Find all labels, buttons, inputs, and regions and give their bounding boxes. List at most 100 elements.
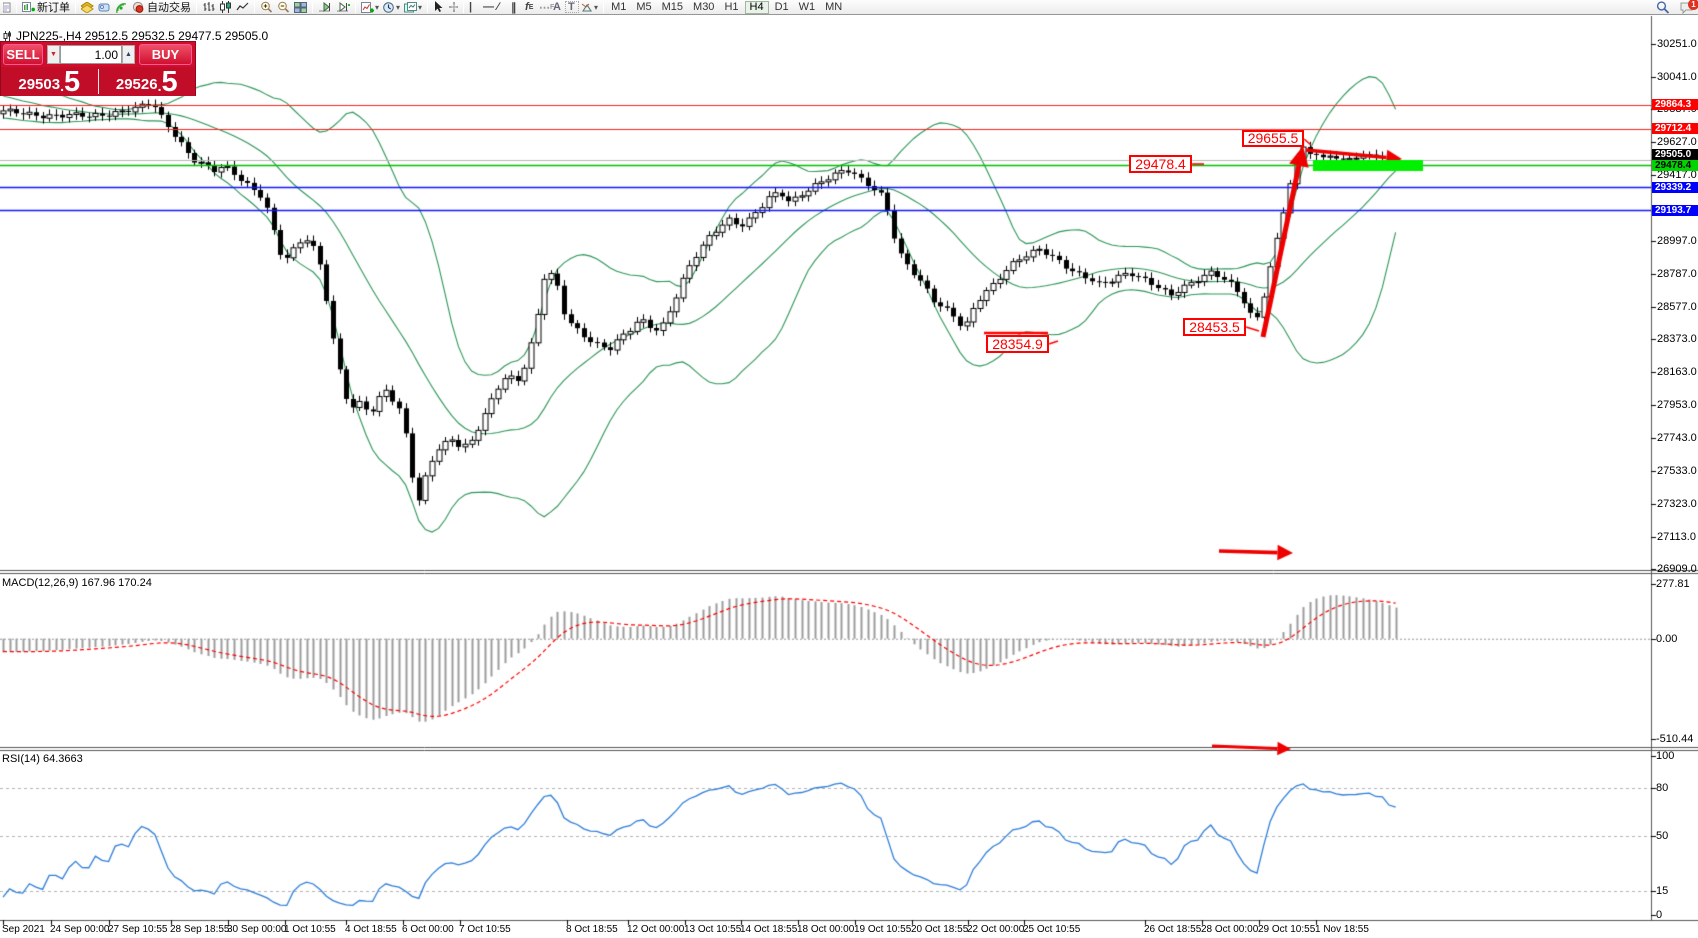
shapes-tool-button[interactable]: ▾: [579, 0, 600, 14]
date-axis-label: 1 Nov 18:55: [1315, 924, 1369, 935]
date-axis-label: 27 Sep 10:55: [108, 924, 168, 935]
price-flag: 29339.2: [1652, 181, 1698, 193]
timeframe-m1[interactable]: M1: [611, 0, 627, 13]
timeframe-w1[interactable]: W1: [798, 0, 816, 13]
date-axis-label: 28 Oct 00:00: [1201, 924, 1259, 935]
date-axis-label: 19 Oct 10:55: [854, 924, 912, 935]
timeframe-d1[interactable]: D1: [774, 0, 789, 13]
chart-window-icon[interactable]: [1, 0, 13, 14]
volume-increase-button[interactable]: ▲: [122, 45, 135, 64]
timeframe-mn[interactable]: MN: [825, 0, 843, 13]
sell-price-point: .: [60, 78, 64, 94]
sell-button[interactable]: SELL: [3, 44, 43, 65]
date-axis-label: 8 Oct 18:55: [566, 924, 618, 935]
buy-price-point: .: [157, 78, 162, 94]
date-axis-label: 26 Oct 18:55: [1144, 924, 1202, 935]
rsi-axis-tick: 50: [1656, 829, 1669, 842]
new-order-button[interactable]: 新订单: [20, 0, 72, 14]
date-axis-label: 6 Oct 00:00: [402, 924, 454, 935]
price-chart-canvas[interactable]: [0, 15, 1698, 938]
trade-panel-price-row: 29503. 5 29526. 5: [1, 66, 196, 98]
price-axis-tick: 29627.0: [1657, 136, 1697, 149]
zoom-in-icon[interactable]: [258, 0, 275, 14]
line-chart-type-icon[interactable]: [234, 0, 251, 14]
signals-icon[interactable]: [113, 0, 130, 14]
price-annotation-label: 29655.5: [1242, 130, 1304, 147]
toolbar-separator: [196, 1, 197, 13]
price-axis-tick: 27323.0: [1657, 498, 1697, 511]
trendline-tool-icon[interactable]: ∕: [497, 1, 499, 13]
search-icon[interactable]: [1654, 1, 1672, 15]
toolbar-separator: [16, 1, 17, 13]
auto-scroll-icon[interactable]: [316, 0, 334, 14]
periods-button[interactable]: ▾: [381, 0, 402, 14]
grid-tool-icon[interactable]: ⋯ F: [539, 1, 555, 14]
chevron-down-icon: ▾: [418, 2, 423, 12]
volume-input[interactable]: [60, 45, 122, 64]
crosshair-tool-icon[interactable]: [446, 0, 460, 14]
price-axis-tick: 26909.0: [1657, 563, 1697, 576]
price-axis-tick: 27743.0: [1657, 432, 1697, 445]
channel-tool-icon[interactable]: ∥: [511, 1, 517, 14]
label-tool-icon[interactable]: T: [565, 1, 580, 13]
sell-price-big: 5: [63, 66, 81, 98]
notifications-icon[interactable]: 1: [1678, 0, 1698, 15]
price-annotation-label: 29478.4: [1129, 155, 1192, 173]
price-flag: 29478.4: [1652, 159, 1698, 171]
timeframe-toolbar: M1 M5 M15 M30 H1 H4 D1 W1 MN: [607, 0, 846, 14]
rsi-axis-tick: 80: [1656, 781, 1669, 794]
text-tool-icon[interactable]: A: [553, 1, 561, 13]
price-annotation-label: 28354.9: [986, 335, 1049, 353]
timeframe-m15[interactable]: M15: [661, 0, 684, 13]
auto-trading-button[interactable]: 自动交易: [130, 0, 193, 14]
buy-price-big: 5: [161, 66, 178, 98]
price-flag: 29864.3: [1652, 99, 1698, 111]
timeframe-h4[interactable]: H4: [744, 0, 769, 14]
date-axis-label: 20 Oct 18:55: [911, 924, 969, 935]
timeframe-m5[interactable]: M5: [636, 0, 652, 13]
candlestick-chart-type-icon[interactable]: [217, 0, 234, 14]
templates-button[interactable]: ▾: [402, 0, 424, 14]
candlestick-icon: [3, 31, 11, 41]
vertical-line-tool-icon[interactable]: |: [469, 1, 473, 13]
toolbar-separator: [603, 1, 605, 13]
indicators-button[interactable]: ▾: [359, 0, 381, 14]
date-axis-label: 22 Oct 00:00: [967, 924, 1025, 935]
date-axis-label: 24 Sep 00:00: [50, 924, 110, 935]
price-axis-tick: 29417.0: [1657, 169, 1697, 182]
profiles-icon[interactable]: [79, 0, 96, 14]
toolbar-separator: [312, 1, 313, 13]
new-order-label: 新订单: [37, 2, 70, 14]
macd-axis-tick: -510.44: [1656, 733, 1694, 746]
date-axis-label: 12 Oct 00:00: [627, 924, 685, 935]
rsi-axis-tick: 100: [1656, 749, 1675, 762]
tile-windows-icon[interactable]: [292, 0, 309, 14]
timeframe-m30[interactable]: M30: [693, 0, 715, 13]
price-axis-tick: 30041.0: [1657, 70, 1697, 83]
cursor-tool-icon[interactable]: [431, 0, 446, 14]
volume-decrease-button[interactable]: ▼: [47, 45, 60, 64]
macd-axis-tick: 277.81: [1656, 578, 1690, 590]
horizontal-line-tool-icon[interactable]: —: [483, 1, 495, 13]
buy-price[interactable]: 29526. 5: [99, 66, 196, 98]
one-click-trade-panel: SELL ▼ ▲ BUY 29503.5 29526.5: [0, 41, 196, 98]
toolbar-separator: [75, 1, 76, 13]
date-axis-label: 28 Sep 18:55: [170, 924, 230, 935]
chart-shift-icon[interactable]: [334, 0, 352, 14]
bar-chart-type-icon[interactable]: [200, 0, 217, 14]
price-axis-tick: 30251.0: [1657, 38, 1697, 50]
buy-button[interactable]: BUY: [139, 44, 192, 65]
timeframe-h1[interactable]: H1: [724, 0, 739, 13]
date-axis-label: 13 Oct 10:55: [684, 924, 742, 935]
market-watch-icon[interactable]: [96, 0, 113, 14]
sell-price[interactable]: 29503. 5: [1, 66, 98, 98]
price-flag: 29193.7: [1652, 204, 1698, 216]
zoom-out-icon[interactable]: [275, 0, 292, 14]
chevron-down-icon: ▾: [396, 2, 401, 12]
price-axis-tick: 28373.0: [1657, 333, 1697, 346]
date-axis-label: 14 Oct 18:55: [740, 924, 798, 935]
symbol-ohlc-text: JPN225-,H4 29512.5 29532.5 29477.5 29505…: [16, 29, 269, 43]
price-axis-tick: 28787.0: [1657, 268, 1697, 280]
